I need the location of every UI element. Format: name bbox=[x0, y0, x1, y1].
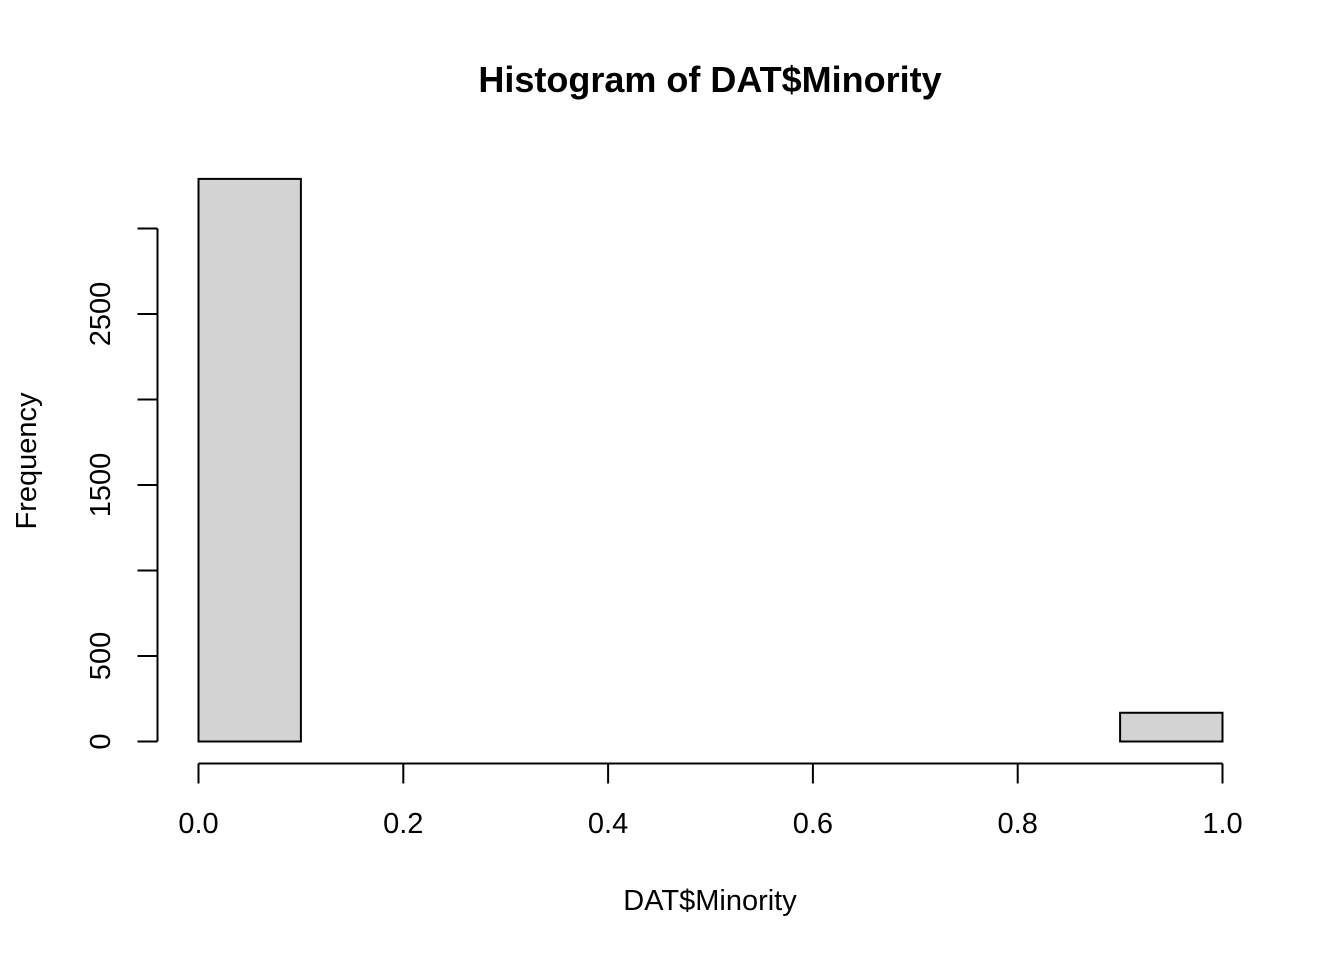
x-tick-label-5: 1.0 bbox=[1202, 808, 1242, 840]
chart-title: Histogram of DAT$Minority bbox=[478, 59, 941, 100]
y-tick-label-1: 500 bbox=[85, 632, 117, 680]
x-tick-label-1: 0.2 bbox=[383, 808, 423, 840]
x-tick-label-3: 0.6 bbox=[793, 808, 833, 840]
bars-group bbox=[199, 179, 1223, 742]
x-tick-label-2: 0.4 bbox=[588, 808, 628, 840]
histogram-bar-9 bbox=[1120, 713, 1222, 742]
y-tick-label-5: 2500 bbox=[85, 282, 117, 347]
y-axis: 0 500 1500 2500 bbox=[85, 229, 158, 750]
y-tick-label-0: 0 bbox=[85, 733, 117, 749]
y-axis-label: Frequency bbox=[11, 392, 43, 530]
x-tick-label-4: 0.8 bbox=[998, 808, 1038, 840]
x-tick-label-0: 0.0 bbox=[178, 808, 218, 840]
y-tick-label-3: 1500 bbox=[85, 453, 117, 518]
x-axis: 0.0 0.2 0.4 0.6 0.8 1.0 bbox=[178, 764, 1242, 841]
x-axis-label: DAT$Minority bbox=[623, 885, 797, 917]
histogram-bar-0 bbox=[199, 179, 301, 742]
